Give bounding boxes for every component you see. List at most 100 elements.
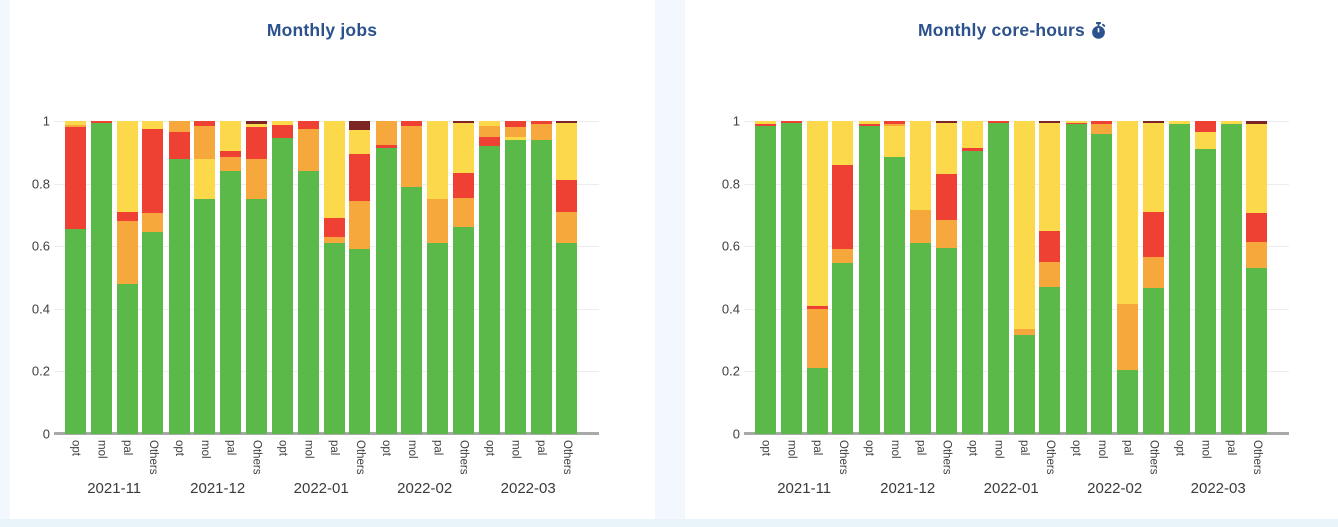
bar-segment-yellow[interactable] — [323, 121, 345, 219]
bar-segment-red[interactable] — [452, 172, 474, 198]
bar-segment-green[interactable] — [349, 249, 371, 434]
bar-segment-yellow[interactable] — [194, 158, 216, 200]
stacked-bar[interactable] — [962, 121, 983, 434]
bar-segment-red[interactable] — [220, 150, 242, 158]
bar-segment-red[interactable] — [806, 305, 828, 309]
bar-segment-green[interactable] — [323, 243, 345, 434]
bar-segment-red[interactable] — [832, 164, 854, 250]
bar-segment-green[interactable] — [1039, 286, 1061, 434]
stacked-bar[interactable] — [884, 121, 906, 434]
bar-segment-red[interactable] — [90, 121, 112, 123]
bar-segment-yellow[interactable] — [452, 122, 474, 173]
bar-segment-red[interactable] — [935, 174, 957, 220]
stacked-bar[interactable] — [1220, 121, 1242, 434]
bar-segment-orange[interactable] — [806, 308, 828, 369]
stacked-bar[interactable] — [90, 121, 112, 434]
bar-segment-yellow[interactable] — [1169, 121, 1190, 125]
bar-segment-yellow[interactable] — [220, 121, 242, 151]
monthly-core-hours-chart[interactable]: 0 0.2 0.4 0.6 0.8 1 opt mol pal Others 2021-11 opt m… — [685, 0, 1338, 519]
bar-segment-green[interactable] — [910, 243, 932, 434]
stacked-bar[interactable] — [65, 121, 86, 434]
bar-segment-yellow[interactable] — [349, 130, 371, 154]
bar-segment-orange[interactable] — [504, 127, 526, 137]
bar-segment-green[interactable] — [90, 122, 112, 434]
bar-segment-yellow[interactable] — [806, 121, 828, 306]
bar-segment-red[interactable] — [1065, 122, 1087, 125]
bar-segment-green[interactable] — [272, 138, 293, 434]
bar-segment-green[interactable] — [755, 125, 776, 434]
bar-segment-green[interactable] — [1091, 133, 1113, 434]
bar-segment-red[interactable] — [245, 127, 267, 159]
stacked-bar[interactable] — [806, 121, 828, 434]
bar-segment-orange[interactable] — [427, 199, 449, 244]
bar-segment-green[interactable] — [962, 150, 983, 434]
bar-segment-yellow[interactable] — [910, 121, 932, 211]
bar-segment-green[interactable] — [1220, 124, 1242, 434]
bar-segment-yellow[interactable] — [884, 125, 906, 157]
bar-segment-yellow[interactable] — [556, 122, 578, 181]
bar-segment-orange[interactable] — [349, 200, 371, 250]
stacked-bar[interactable] — [556, 121, 578, 434]
bar-segment-yellow[interactable] — [1142, 122, 1164, 212]
bar-segment-orange[interactable] — [116, 221, 138, 284]
bar-segment-orange[interactable] — [323, 236, 345, 244]
stacked-bar[interactable] — [297, 121, 319, 434]
bar-segment-green[interactable] — [1194, 149, 1216, 434]
bar-segment-red[interactable] — [1039, 230, 1061, 262]
bar-segment-green[interactable] — [530, 139, 552, 434]
stacked-bar[interactable] — [427, 121, 449, 434]
bar-segment-yellow[interactable] — [272, 121, 293, 126]
stacked-bar[interactable] — [1142, 121, 1164, 434]
stacked-bar[interactable] — [530, 121, 552, 434]
bar-segment-orange[interactable] — [556, 211, 578, 244]
bar-segment-yellow[interactable] — [427, 121, 449, 200]
bar-segment-orange[interactable] — [297, 128, 319, 172]
bar-segment-red[interactable] — [504, 121, 526, 128]
bar-segment-yellow[interactable] — [755, 121, 776, 125]
bar-segment-green[interactable] — [806, 368, 828, 434]
bar-segment-orange[interactable] — [479, 125, 500, 137]
bar-segment-orange[interactable] — [65, 124, 86, 128]
bar-segment-orange[interactable] — [142, 213, 164, 233]
stacked-bar[interactable] — [504, 121, 526, 434]
bar-segment-green[interactable] — [375, 147, 397, 434]
bar-segment-green[interactable] — [884, 157, 906, 434]
bar-segment-green[interactable] — [452, 227, 474, 434]
bar-segment-red[interactable] — [1194, 121, 1216, 132]
bar-segment-green[interactable] — [220, 171, 242, 434]
bar-segment-yellow[interactable] — [1246, 124, 1268, 214]
bar-segment-orange[interactable] — [884, 124, 906, 126]
bar-segment-green[interactable] — [245, 199, 267, 434]
bar-segment-green[interactable] — [504, 139, 526, 434]
stacked-bar[interactable] — [323, 121, 345, 434]
bar-segment-orange[interactable] — [1142, 257, 1164, 289]
bar-segment-darkred[interactable] — [1039, 121, 1061, 123]
bar-segment-orange[interactable] — [832, 249, 854, 264]
bar-segment-red[interactable] — [962, 147, 983, 151]
bar-segment-orange[interactable] — [375, 121, 397, 146]
stacked-bar[interactable] — [479, 121, 500, 434]
bar-segment-green[interactable] — [168, 158, 190, 434]
stacked-bar[interactable] — [1091, 121, 1113, 434]
stacked-bar[interactable] — [1169, 121, 1190, 434]
bar-segment-red[interactable] — [1246, 213, 1268, 242]
bar-segment-green[interactable] — [116, 283, 138, 434]
stacked-bar[interactable] — [935, 121, 957, 434]
bar-segment-red[interactable] — [755, 124, 776, 126]
bar-segment-red[interactable] — [349, 153, 371, 201]
bar-segment-red[interactable] — [65, 127, 86, 229]
stacked-bar[interactable] — [858, 121, 880, 434]
stacked-bar[interactable] — [142, 121, 164, 434]
bar-segment-darkred[interactable] — [1246, 121, 1268, 125]
stacked-bar[interactable] — [1246, 121, 1268, 434]
bar-segment-green[interactable] — [556, 243, 578, 434]
bar-segment-yellow[interactable] — [504, 136, 526, 140]
bar-segment-red[interactable] — [323, 218, 345, 237]
bar-segment-red[interactable] — [479, 136, 500, 147]
bar-segment-orange[interactable] — [935, 219, 957, 248]
stacked-bar[interactable] — [375, 121, 397, 434]
stacked-bar[interactable] — [910, 121, 932, 434]
bar-segment-green[interactable] — [832, 263, 854, 434]
stacked-bar[interactable] — [1039, 121, 1061, 434]
bar-segment-red[interactable] — [556, 180, 578, 212]
